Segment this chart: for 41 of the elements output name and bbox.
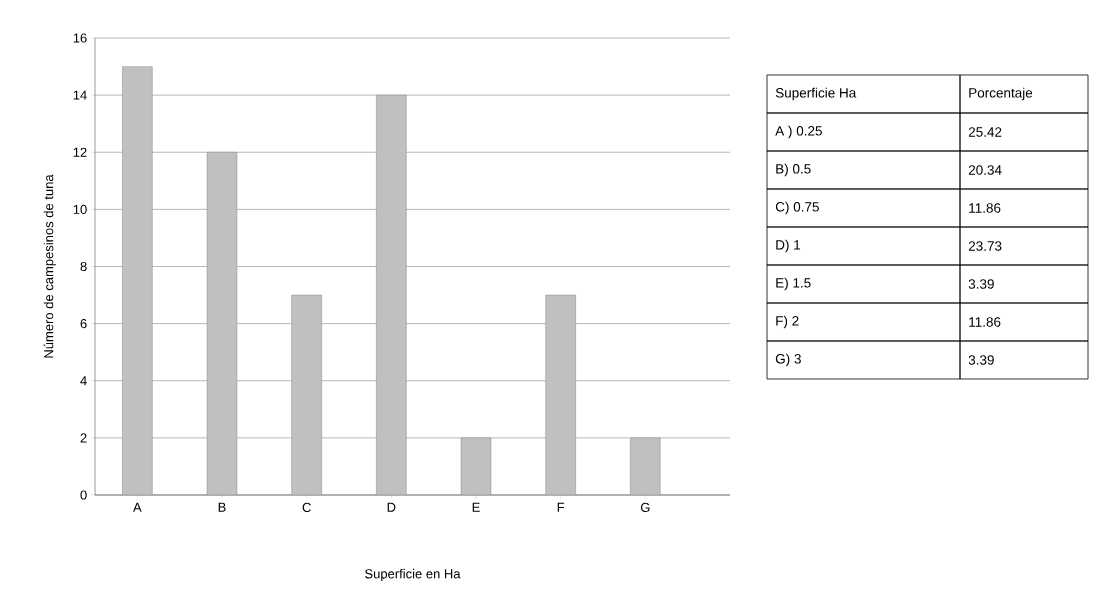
bar <box>460 437 492 495</box>
text: 25.42 <box>968 127 1002 137</box>
text: 20.34 <box>968 165 1002 175</box>
text: D) 1 <box>776 239 801 253</box>
text: Superficie Ha <box>775 87 857 101</box>
text: B) 0.5 <box>776 163 811 177</box>
y-tick-label: 4 <box>80 376 87 386</box>
text: G) 3 <box>775 353 801 367</box>
text: 11.86 <box>969 317 1001 327</box>
bar <box>291 294 322 495</box>
text: 11.86 <box>969 203 1001 213</box>
text: F) 2 <box>776 315 799 329</box>
text: A ) 0.25 <box>775 125 822 139</box>
x-tick-label: A <box>133 502 142 512</box>
text: 23.73 <box>968 241 1002 251</box>
bar <box>545 294 576 495</box>
bar <box>206 152 238 495</box>
x-tick-label: C <box>302 502 311 512</box>
bar <box>122 66 153 495</box>
y-tick-label: 16 <box>73 33 87 43</box>
text: C) 0.75 <box>775 201 819 215</box>
y-tick-label: 2 <box>80 433 87 443</box>
x-tick-label: G <box>640 502 650 512</box>
bar <box>376 94 407 495</box>
text: 3.39 <box>968 355 994 365</box>
y-tick-label: 8 <box>80 261 87 272</box>
y-tick-label: 0 <box>80 490 87 500</box>
y-tick-label: 14 <box>73 90 87 100</box>
y-tick-label: 12 <box>73 147 87 157</box>
x-axis-title: Superficie en Ha <box>365 568 461 581</box>
y-tick-label: 10 <box>73 204 87 214</box>
text: Porcentaje <box>969 87 1033 101</box>
text: 3.39 <box>968 279 994 289</box>
x-tick-label: B <box>218 502 226 512</box>
y-tick-label: 6 <box>80 319 87 329</box>
bar <box>630 437 661 495</box>
x-tick-label: E <box>472 502 480 512</box>
x-tick-label: F <box>557 502 565 512</box>
x-tick-label: D <box>387 502 396 512</box>
text: E) 1.5 <box>776 277 811 291</box>
y-axis-title: Número de campesinos de tuna <box>43 174 56 358</box>
